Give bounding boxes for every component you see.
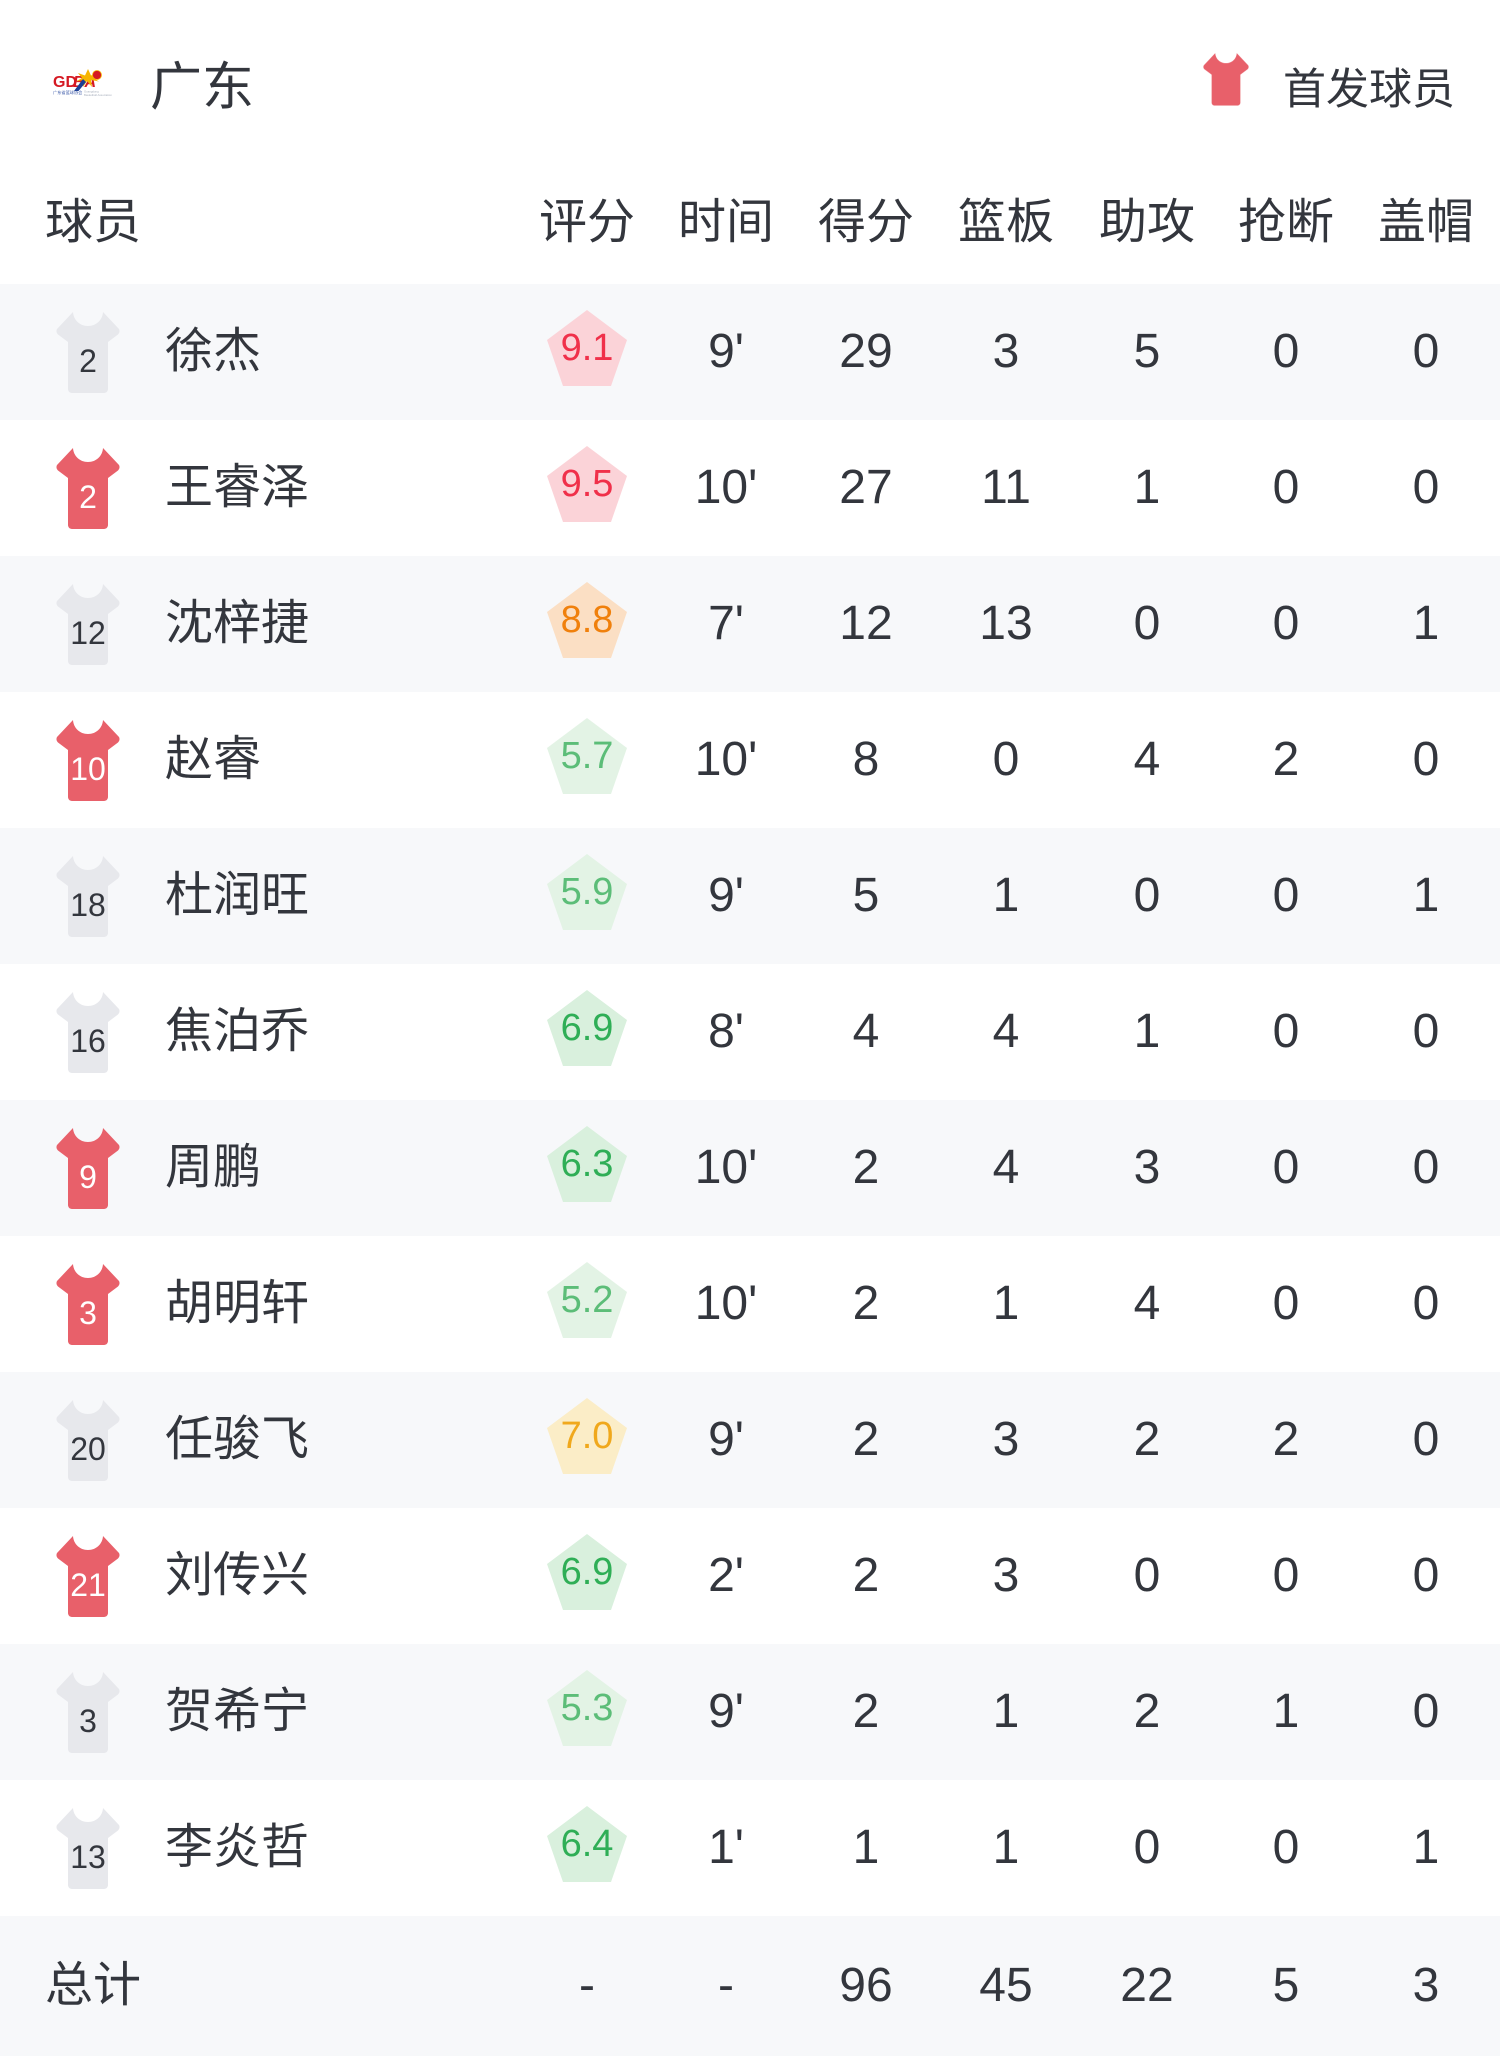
svg-text:12: 12 xyxy=(70,615,106,651)
svg-text:10: 10 xyxy=(70,751,106,787)
svg-text:9.1: 9.1 xyxy=(561,327,614,369)
svg-text:3: 3 xyxy=(79,1703,97,1739)
svg-text:7.0: 7.0 xyxy=(561,1415,614,1457)
svg-text:9: 9 xyxy=(79,1159,97,1195)
svg-text:2: 2 xyxy=(79,479,97,515)
svg-text:广东省篮球协会: 广东省篮球协会 xyxy=(53,89,83,96)
svg-text:Basketball Association: Basketball Association xyxy=(84,93,112,97)
svg-text:6.9: 6.9 xyxy=(561,1007,614,1049)
svg-text:2: 2 xyxy=(79,343,97,379)
svg-text:8.8: 8.8 xyxy=(561,599,614,641)
svg-text:5.2: 5.2 xyxy=(561,1279,614,1321)
svg-text:6.9: 6.9 xyxy=(561,1551,614,1593)
svg-text:13: 13 xyxy=(70,1839,106,1875)
svg-text:9.5: 9.5 xyxy=(561,463,614,505)
svg-text:6.4: 6.4 xyxy=(561,1823,614,1865)
svg-text:5.7: 5.7 xyxy=(561,735,614,777)
svg-text:5.9: 5.9 xyxy=(561,871,614,913)
svg-text:18: 18 xyxy=(70,887,106,923)
svg-text:21: 21 xyxy=(70,1567,106,1603)
svg-text:6.3: 6.3 xyxy=(561,1143,614,1185)
svg-text:16: 16 xyxy=(70,1023,106,1059)
svg-text:3: 3 xyxy=(79,1295,97,1331)
svg-text:5.3: 5.3 xyxy=(561,1687,614,1729)
svg-text:20: 20 xyxy=(70,1431,106,1467)
